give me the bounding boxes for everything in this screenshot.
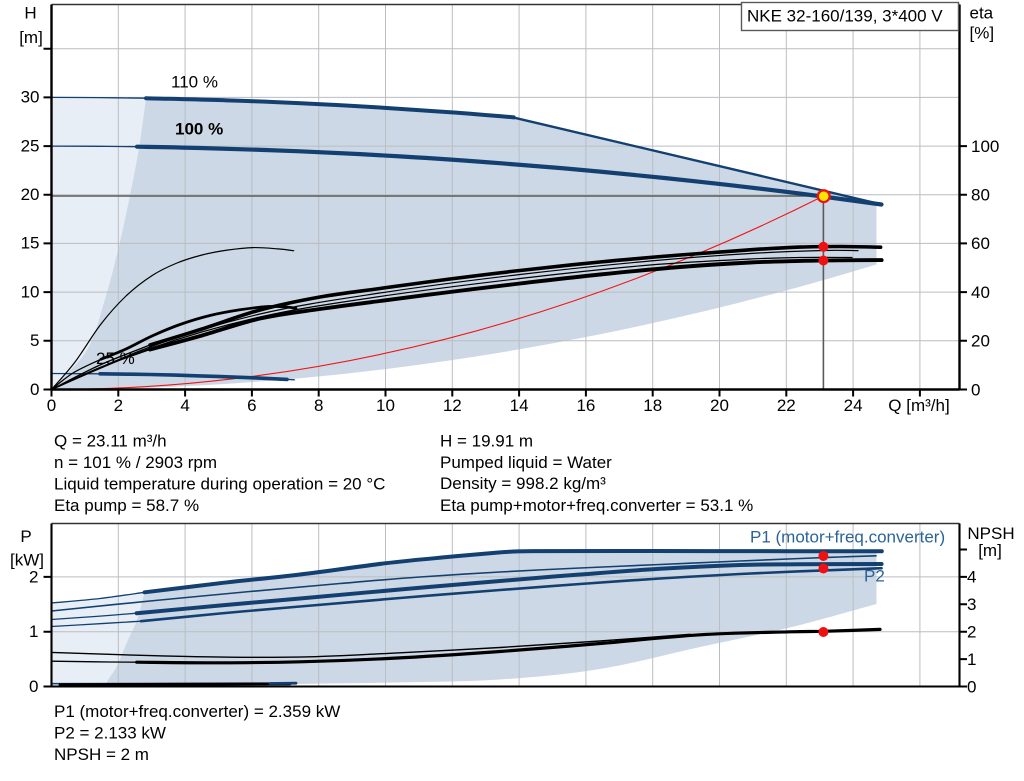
svg-text:H: H	[24, 4, 36, 23]
svg-text:Eta pump+motor+freq.converter: Eta pump+motor+freq.converter = 53.1 %	[440, 496, 753, 515]
svg-text:P2 = 2.133 kW: P2 = 2.133 kW	[54, 724, 166, 743]
svg-text:1: 1	[29, 622, 38, 641]
svg-text:6: 6	[247, 396, 256, 415]
svg-text:0: 0	[967, 677, 976, 696]
svg-text:2: 2	[29, 567, 38, 586]
svg-text:NPSH = 2 m: NPSH = 2 m	[54, 745, 149, 764]
svg-text:P: P	[20, 527, 31, 546]
svg-text:P1 (motor+freq.converter): P1 (motor+freq.converter)	[750, 528, 945, 547]
svg-text:H = 19.91 m: H = 19.91 m	[440, 431, 533, 450]
svg-text:18: 18	[643, 396, 662, 415]
svg-text:40: 40	[971, 283, 990, 302]
svg-text:Q [m³/h]: Q [m³/h]	[888, 396, 949, 415]
svg-text:80: 80	[971, 186, 990, 205]
svg-text:10: 10	[376, 396, 395, 415]
svg-text:Q = 23.11 m³/h: Q = 23.11 m³/h	[54, 431, 167, 450]
svg-text:n = 101 % / 2903 rpm: n = 101 % / 2903 rpm	[54, 453, 217, 472]
svg-text:0: 0	[29, 677, 38, 696]
svg-text:15: 15	[21, 234, 40, 253]
svg-text:12: 12	[443, 396, 462, 415]
svg-text:eta: eta	[970, 4, 994, 23]
svg-text:30: 30	[21, 88, 40, 107]
svg-text:2: 2	[967, 623, 976, 642]
svg-text:20: 20	[971, 332, 990, 351]
svg-text:10: 10	[21, 282, 40, 301]
svg-text:P2: P2	[864, 567, 885, 586]
svg-text:60: 60	[971, 234, 990, 253]
svg-text:20: 20	[710, 396, 729, 415]
svg-text:5: 5	[30, 331, 39, 350]
svg-text:Eta pump = 58.7 %: Eta pump = 58.7 %	[54, 496, 199, 515]
svg-text:0: 0	[971, 380, 980, 399]
svg-text:2: 2	[114, 396, 123, 415]
svg-text:[kW]: [kW]	[10, 551, 44, 570]
svg-text:[m]: [m]	[978, 541, 1002, 560]
svg-text:24: 24	[844, 396, 863, 415]
svg-text:0: 0	[47, 396, 56, 415]
svg-text:0: 0	[30, 380, 39, 399]
svg-text:100: 100	[971, 137, 999, 156]
svg-text:1: 1	[967, 650, 976, 669]
svg-text:8: 8	[314, 396, 323, 415]
svg-text:3: 3	[967, 595, 976, 614]
svg-text:25: 25	[21, 136, 40, 155]
svg-text:Liquid temperature during oper: Liquid temperature during operation = 20…	[54, 475, 385, 494]
svg-text:Pumped liquid = Water: Pumped liquid = Water	[440, 453, 612, 472]
svg-text:110 %: 110 %	[171, 73, 218, 92]
svg-text:Density = 998.2 kg/m³: Density = 998.2 kg/m³	[440, 474, 606, 493]
svg-text:[%]: [%]	[970, 24, 995, 43]
svg-text:NKE 32-160/139, 3*400 V: NKE 32-160/139, 3*400 V	[747, 7, 943, 26]
svg-text:4: 4	[967, 568, 976, 587]
svg-text:P1 (motor+freq.converter) = 2.: P1 (motor+freq.converter) = 2.359 kW	[54, 702, 340, 721]
svg-text:16: 16	[576, 396, 595, 415]
svg-text:22: 22	[777, 396, 796, 415]
svg-text:14: 14	[510, 396, 529, 415]
svg-text:100 %: 100 %	[175, 120, 223, 139]
svg-text:NPSH: NPSH	[967, 524, 1014, 543]
svg-text:4: 4	[180, 396, 189, 415]
svg-text:[m]: [m]	[19, 28, 43, 47]
svg-text:25 %: 25 %	[96, 349, 135, 368]
svg-text:20: 20	[21, 185, 40, 204]
